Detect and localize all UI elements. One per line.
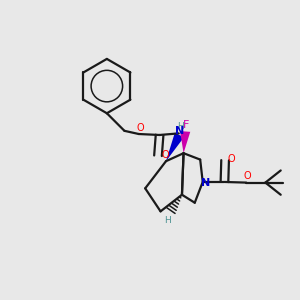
Text: H: H xyxy=(177,122,184,131)
Text: N: N xyxy=(201,178,210,188)
Text: O: O xyxy=(161,150,169,160)
Polygon shape xyxy=(166,133,184,161)
Text: F: F xyxy=(183,120,189,130)
Text: O: O xyxy=(136,123,144,133)
Text: O: O xyxy=(228,154,235,164)
Text: H: H xyxy=(164,216,171,225)
Text: N: N xyxy=(175,127,184,136)
Polygon shape xyxy=(180,131,190,153)
Text: O: O xyxy=(244,171,251,181)
